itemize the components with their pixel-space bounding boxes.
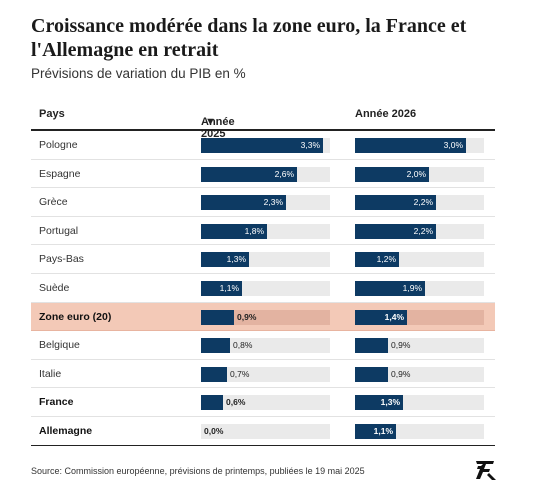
bar-track-2025: 1,1% [201, 280, 330, 296]
bar-2026 [355, 138, 466, 153]
country-name: Suède [39, 281, 70, 294]
table-row: Pologne 3,3% 3,0% [31, 131, 495, 160]
table-body: Pologne 3,3% 3,0% Espagne 2,6% 2,0% Grèce 2,3% 2… [31, 131, 495, 446]
value-label-2026: 2,2% [413, 225, 433, 236]
value-label-2026: 2,2% [413, 197, 433, 208]
table-row: Pays-Bas 1,3% 1,2% [31, 245, 495, 274]
bar-track-2025: 0,8% [201, 338, 330, 354]
bar-2025 [201, 280, 242, 296]
table-row: Italie 0,7% 0,9% [31, 360, 495, 389]
column-header-pays: Pays [39, 108, 65, 120]
bar-track-2025: 0,9% [201, 309, 330, 325]
bar-track-2026: 1,9% [355, 280, 484, 296]
bar-2025 [201, 138, 323, 153]
bar-track-2025: 0,0% [201, 423, 330, 439]
bar-track-2025: 0,7% [201, 366, 330, 382]
table-row: Suède 1,1% 1,9% [31, 274, 495, 303]
bar-track-2026: 1,4% [355, 309, 484, 325]
bar-2026 [355, 338, 388, 354]
column-header-2026[interactable]: Année 2026 [355, 108, 417, 120]
value-label-2025: 1,1% [219, 282, 239, 293]
bar-track-2025: 2,3% [201, 195, 330, 211]
bar-track-2026: 0,9% [355, 338, 484, 354]
bar-2026 [355, 423, 396, 439]
bar-2025 [201, 166, 297, 182]
country-name: Allemagne [39, 424, 93, 437]
table-row: Portugal 1,8% 2,2% [31, 217, 495, 246]
bar-track-2026: 1,1% [355, 423, 484, 439]
value-label-2025: 0,8% [233, 340, 253, 351]
table-row: Belgique 0,8% 0,9% [31, 331, 495, 360]
bar-2026 [355, 223, 436, 239]
bar-2026 [355, 166, 429, 182]
gdp-table: Pays Année 2025 ▼ Année 2026 Pologne 3,3% 3… [31, 100, 495, 446]
table-row: France 0,6% 1,3% [31, 388, 495, 417]
bar-2026 [355, 195, 436, 211]
le-figaro-logo [476, 461, 496, 480]
value-label-2026: 3,0% [443, 140, 463, 150]
country-name: France [39, 396, 74, 409]
bar-track-2025: 0,6% [201, 395, 330, 411]
country-name: Zone euro (20) [39, 310, 112, 323]
value-label-2026: 1,1% [373, 425, 393, 436]
value-label-2025: 2,6% [274, 168, 294, 179]
bar-2026 [355, 395, 403, 411]
bar-track-2025: 3,3% [201, 138, 330, 153]
value-label-2025: 0,6% [226, 397, 246, 408]
value-label-2025: 1,3% [226, 254, 246, 265]
value-label-2025: 3,3% [300, 140, 320, 150]
value-label-2025: 0,7% [230, 368, 250, 379]
country-name: Belgique [39, 339, 80, 352]
value-label-2025: 0,0% [204, 425, 224, 436]
bar-2025 [201, 223, 267, 239]
value-label-2026: 2,0% [406, 168, 426, 179]
bar-track-2026: 3,0% [355, 138, 484, 153]
table-row: Grèce 2,3% 2,2% [31, 188, 495, 217]
value-label-2026: 1,9% [402, 282, 422, 293]
country-name: Portugal [39, 224, 79, 237]
chart-subtitle: Prévisions de variation du PIB en % [31, 66, 246, 81]
column-header-2025-label: Année 2025 [201, 116, 235, 140]
country-name: Grèce [39, 196, 68, 209]
bar-2026 [355, 366, 388, 382]
bar-track-2025: 2,6% [201, 166, 330, 182]
value-label-2026: 0,9% [391, 340, 411, 351]
value-label-2026: 0,9% [391, 368, 411, 379]
table-row: Allemagne 0,0% 1,1% [31, 417, 495, 446]
bar-2025 [201, 338, 230, 354]
bar-track-2026: 2,0% [355, 166, 484, 182]
country-name: Pologne [39, 139, 78, 151]
table-row: Zone euro (20) 0,9% 1,4% [31, 302, 495, 332]
bar-track-2026: 2,2% [355, 195, 484, 211]
value-label-2026: 1,3% [380, 397, 400, 408]
bar-track-2026: 1,2% [355, 252, 484, 268]
bar-track-2026: 0,9% [355, 366, 484, 382]
bar-2025 [201, 395, 223, 411]
value-label-2025: 1,8% [244, 225, 264, 236]
bar-2025 [201, 366, 227, 382]
bar-track-2026: 1,3% [355, 395, 484, 411]
bar-track-2026: 2,2% [355, 223, 484, 239]
bar-2025 [201, 195, 286, 211]
value-label-2025: 2,3% [263, 197, 283, 208]
table-row: Espagne 2,6% 2,0% [31, 160, 495, 189]
bar-track-2025: 1,8% [201, 223, 330, 239]
bar-track-2025: 1,3% [201, 252, 330, 268]
country-name: Pays-Bas [39, 253, 84, 266]
country-name: Italie [39, 367, 62, 380]
bar-2026 [355, 252, 399, 268]
value-label-2025: 0,9% [237, 311, 257, 322]
country-name: Espagne [39, 167, 81, 180]
table-header: Pays Année 2025 ▼ Année 2026 [31, 100, 495, 140]
chart-title: Croissance modérée dans la zone euro, la… [31, 15, 467, 61]
sort-descending-icon[interactable]: ▼ [205, 116, 216, 128]
bar-2026 [355, 309, 407, 325]
source-note: Source: Commission européenne, prévision… [31, 466, 365, 476]
bar-2025 [201, 252, 249, 268]
value-label-2026: 1,2% [376, 254, 396, 265]
bar-2026 [355, 280, 425, 296]
value-label-2026: 1,4% [384, 311, 404, 322]
bar-2025 [201, 309, 234, 325]
